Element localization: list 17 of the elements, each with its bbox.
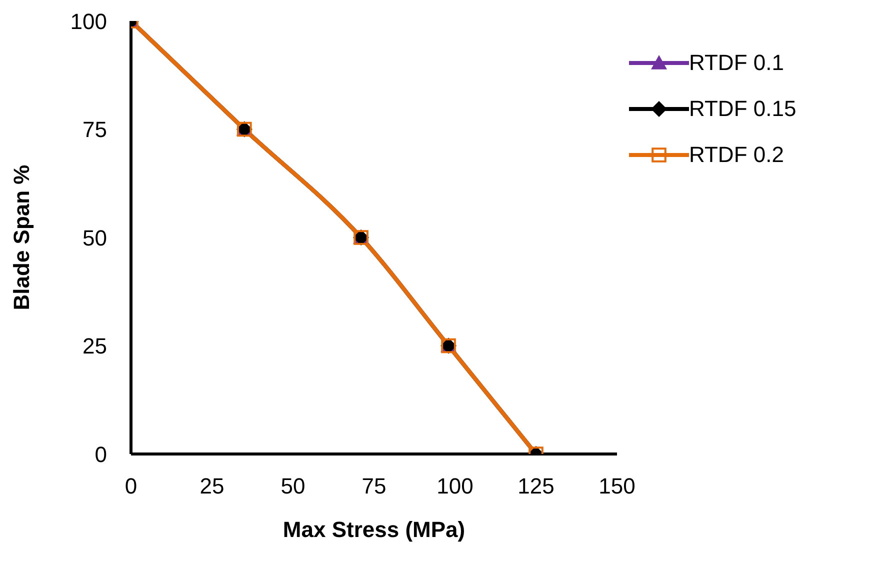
legend-label: RTDF 0.15 bbox=[689, 96, 796, 122]
x-axis-title: Max Stress (MPa) bbox=[282, 517, 466, 542]
y-tick-label: 0 bbox=[94, 442, 107, 467]
x-tick-label: 125 bbox=[518, 474, 554, 499]
x-tick-label: 50 bbox=[280, 474, 306, 499]
x-tick-label: 0 bbox=[124, 474, 138, 499]
legend-label: RTDF 0.2 bbox=[689, 142, 784, 168]
legend-label: RTDF 0.1 bbox=[689, 50, 784, 76]
y-tick-label: 75 bbox=[82, 117, 107, 142]
y-tick-label: 50 bbox=[82, 225, 107, 250]
y-axis-title: Blade Span % bbox=[8, 164, 34, 310]
x-tick-label: 25 bbox=[200, 474, 224, 499]
x-tick-label: 150 bbox=[598, 474, 636, 499]
x-tick-label: 75 bbox=[362, 474, 386, 499]
y-tick-label: 100 bbox=[70, 8, 107, 34]
x-tick-label: 100 bbox=[436, 474, 474, 499]
y-tick-label: 25 bbox=[82, 334, 107, 359]
